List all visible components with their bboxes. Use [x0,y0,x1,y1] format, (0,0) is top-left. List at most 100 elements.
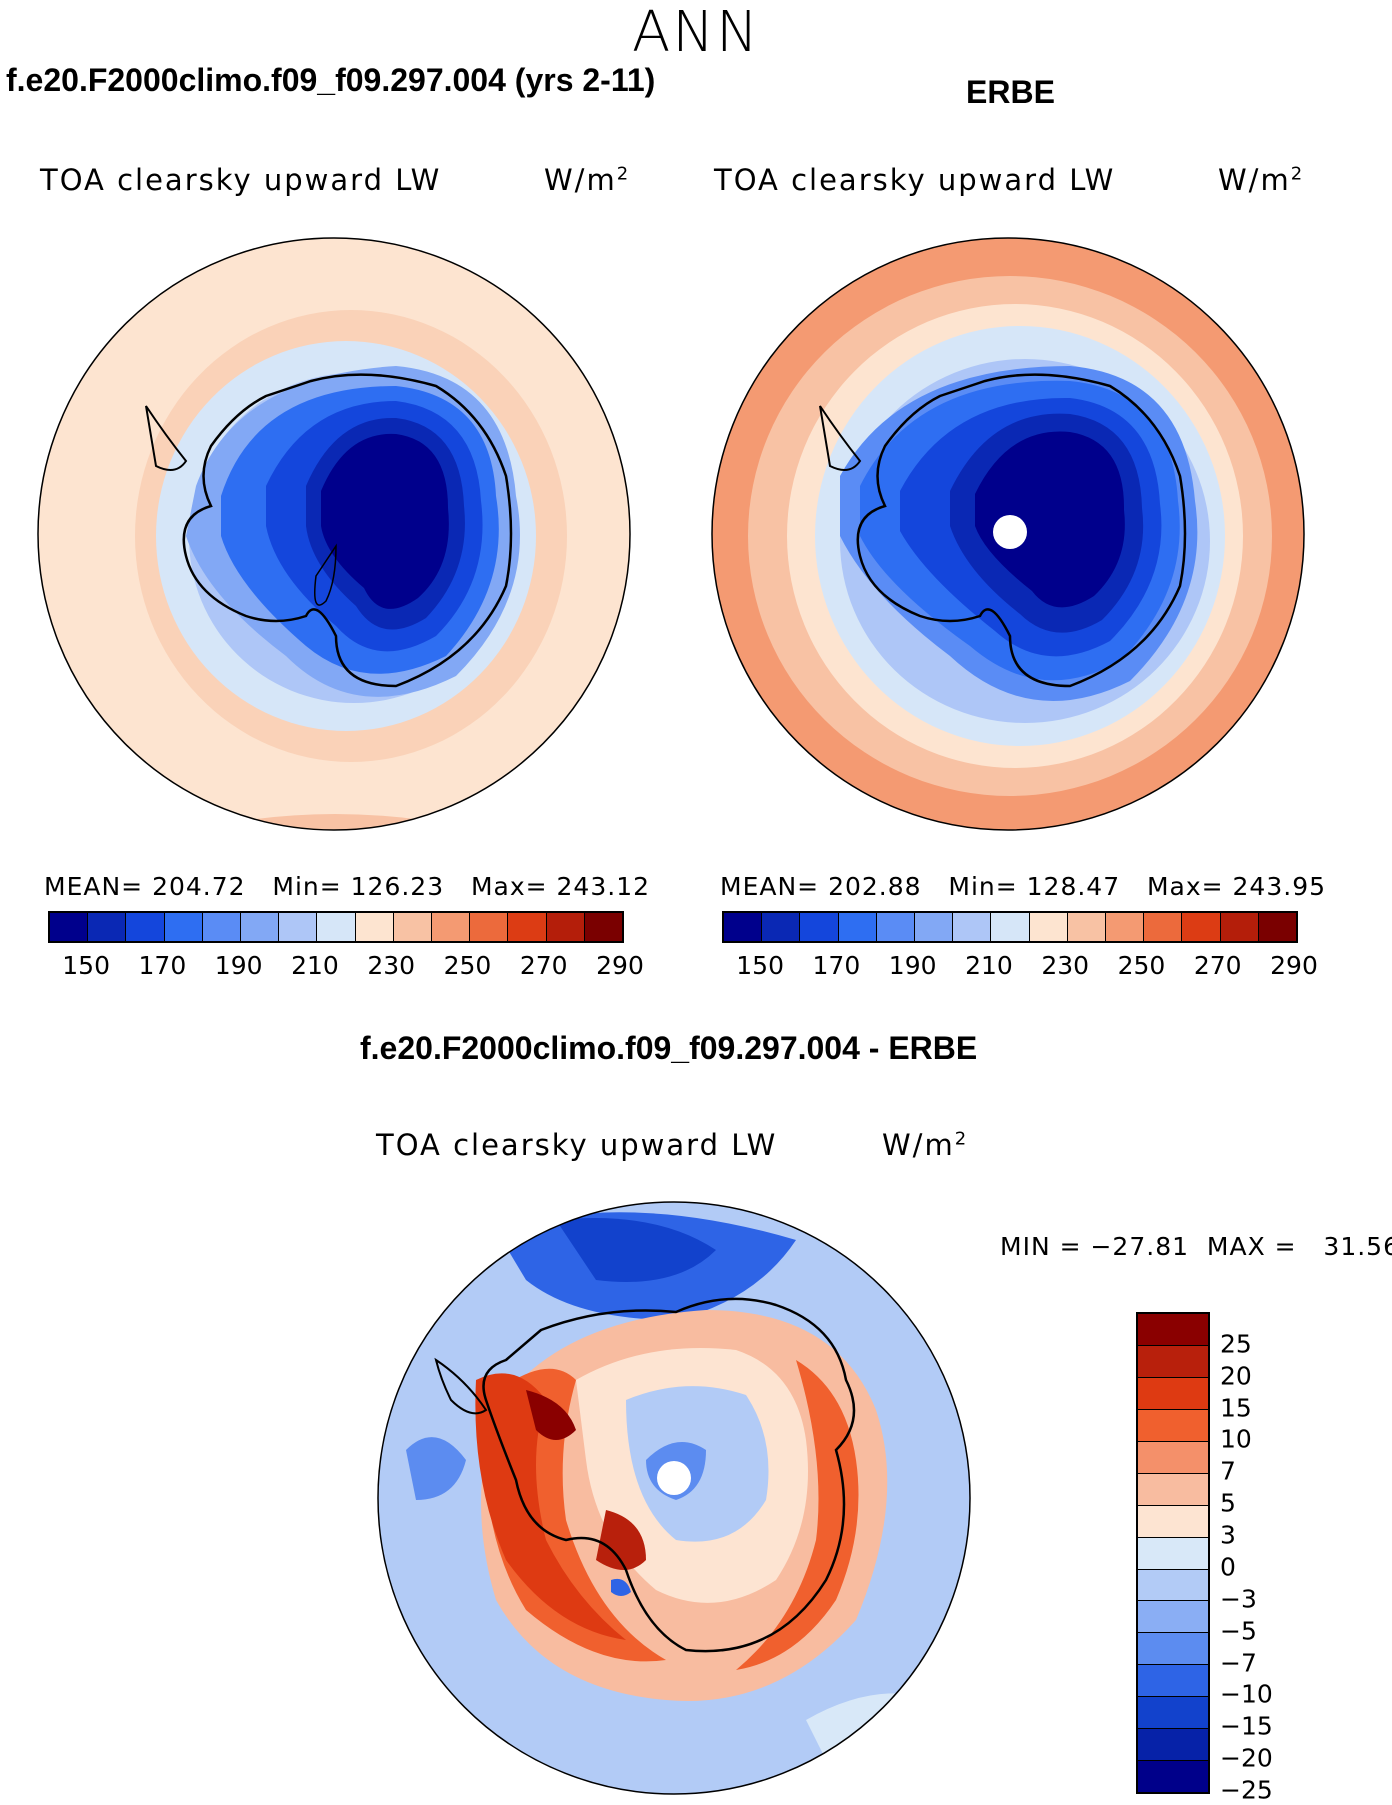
colorbar-swatch [1067,913,1107,941]
obs-case-title: ERBE [966,74,1055,110]
model-case-title: f.e20.F2000climo.f09_f09.297.004 (yrs 2-… [6,62,656,98]
colorbar-swatch [762,913,801,941]
colorbar-tick-label: 190 [214,951,263,980]
obs-stats: MEAN= 202.88 Min= 128.47 Max= 243.95 [720,872,1327,901]
colorbar-swatch [126,913,165,941]
pole-missing-data [993,515,1027,549]
model-variable-title: TOA clearsky upward LW [40,163,442,197]
colorbar-swatch [1138,1409,1208,1442]
colorbar-swatch [546,913,585,941]
colorbar-tick-label: 290 [1270,951,1318,980]
coastline [482,1297,856,1653]
colorbar-swatch [1138,1345,1208,1378]
colorbar-tick-label: 170 [138,951,187,980]
colorbar-tick-label: −5 [1220,1616,1257,1646]
colorbar-swatch [1138,1473,1208,1506]
colorbar-swatch [724,913,763,941]
colorbar-swatch [1138,1633,1208,1666]
colorbar-tick-label: 230 [367,951,416,980]
colorbar-swatch [800,913,839,941]
peninsula [819,405,862,471]
diff-case-title: f.e20.F2000climo.f09_f09.297.004 - ERBE [360,1030,978,1066]
colorbar-swatch [915,913,954,941]
peninsula [434,1357,488,1415]
colorbar-tick-label: 190 [888,951,937,980]
colorbar-swatch [1258,913,1297,941]
colorbar-swatch [584,913,623,941]
colorbar-tick-label: 290 [596,951,644,980]
colorbar-swatch [1138,1377,1208,1410]
obs-units: W/m2 [1218,163,1305,197]
colorbar-tick-label: 7 [1220,1456,1236,1486]
model-units: W/m2 [544,163,631,197]
diff-colorbar [1136,1312,1210,1794]
plateau-minimum [975,431,1125,608]
colorbar-swatch [241,913,280,941]
colorbar-swatch [1220,913,1259,941]
colorbar-tick-label: −3 [1220,1584,1257,1614]
colorbar-tick-label: 230 [1041,951,1090,980]
colorbar-swatch [838,913,877,941]
coastline [182,373,513,688]
colorbar-swatch [355,913,394,941]
colorbar-swatch [50,913,89,941]
colorbar-swatch [1182,913,1221,941]
colorbar-swatch [991,913,1030,941]
colorbar-swatch [202,913,242,941]
model-polar-map [37,237,631,831]
plateau-minimum [321,433,449,609]
colorbar-swatch [1138,1729,1208,1762]
colorbar-swatch [432,913,471,941]
colorbar-tick-label: −10 [1220,1679,1273,1709]
colorbar-tick-label: 250 [1117,951,1166,980]
colorbar-swatch [393,913,433,941]
diff-units: W/m2 [882,1128,969,1162]
colorbar-swatch [1029,913,1068,941]
colorbar-swatch [876,913,916,941]
colorbar-tick-label: 150 [62,951,110,980]
colorbar-tick-label: 10 [1220,1424,1252,1454]
colorbar-swatch [1138,1314,1208,1346]
colorbar-swatch [1138,1665,1208,1698]
colorbar-tick-label: 270 [519,951,568,980]
obs-colorbar-ticks: 150 170 190 210 230 250 270 290 [722,951,1318,981]
colorbar-swatch [1138,1569,1208,1602]
season-title: ANN [631,0,761,65]
diff-variable-title: TOA clearsky upward LW [376,1128,778,1162]
colorbar-swatch [1138,1697,1208,1730]
model-colorbar-ticks: 150 170 190 210 230 250 270 290 [48,951,644,981]
obs-variable-title: TOA clearsky upward LW [714,163,1116,197]
diff-colorbar-ticks: 25 20 15 10 7 5 3 0 −3 −5 −7 −10 −15 −20 −25 [1220,1312,1300,1804]
colorbar-swatch [317,913,356,941]
diff-minmax: MIN = −27.81 MAX = 31.56 [1000,1232,1392,1261]
peninsula [145,405,188,471]
colorbar-swatch [88,913,127,941]
colorbar-tick-label: −20 [1220,1743,1273,1773]
colorbar-swatch [1106,913,1145,941]
colorbar-swatch [164,913,203,941]
colorbar-swatch [470,913,509,941]
colorbar-swatch [1144,913,1183,941]
colorbar-swatch [508,913,547,941]
colorbar-tick-label: 5 [1220,1488,1236,1518]
model-stats: MEAN= 204.72 Min= 126.23 Max= 243.12 [44,872,651,901]
colorbar-tick-label: 25 [1220,1329,1252,1359]
colorbar-tick-label: −15 [1220,1711,1273,1741]
colorbar-tick-label: 210 [291,951,339,980]
colorbar-swatch [1138,1441,1208,1474]
colorbar-tick-label: 250 [443,951,492,980]
colorbar-tick-label: 150 [736,951,784,980]
colorbar-tick-label: −25 [1220,1775,1273,1805]
colorbar-swatch [1138,1537,1208,1570]
colorbar-tick-label: 3 [1220,1520,1236,1550]
colorbar-tick-label: −7 [1220,1648,1257,1678]
model-colorbar [48,911,624,943]
colorbar-swatch [1138,1601,1208,1634]
colorbar-swatch [1138,1505,1208,1538]
colorbar-tick-label: 270 [1193,951,1242,980]
obs-polar-map [711,237,1305,831]
diff-polar-map [377,1201,971,1795]
colorbar-tick-label: 170 [812,951,861,980]
colorbar-tick-label: 0 [1220,1552,1236,1582]
colorbar-swatch [1138,1761,1208,1793]
